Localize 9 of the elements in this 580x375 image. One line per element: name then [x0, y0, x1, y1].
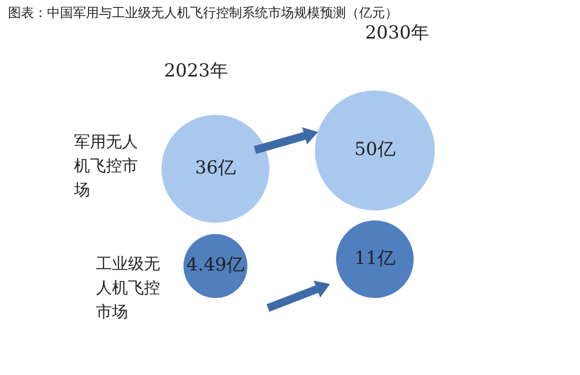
text: 图表：中国军用与工业级无人机飞行控制系统市场规模预测（亿元） [8, 5, 398, 22]
data-label: 50亿 [354, 139, 396, 160]
data-label: 4.49亿 [186, 254, 244, 276]
data-label: 11亿 [354, 248, 396, 269]
category-label: 2023年 [164, 60, 228, 82]
series-label: 军用无人机飞控市场 [74, 131, 138, 201]
data-label: 36亿 [194, 157, 236, 178]
category-label: 2030年 [365, 22, 429, 44]
series-label: 工业级无人机飞控市场 [96, 253, 160, 323]
